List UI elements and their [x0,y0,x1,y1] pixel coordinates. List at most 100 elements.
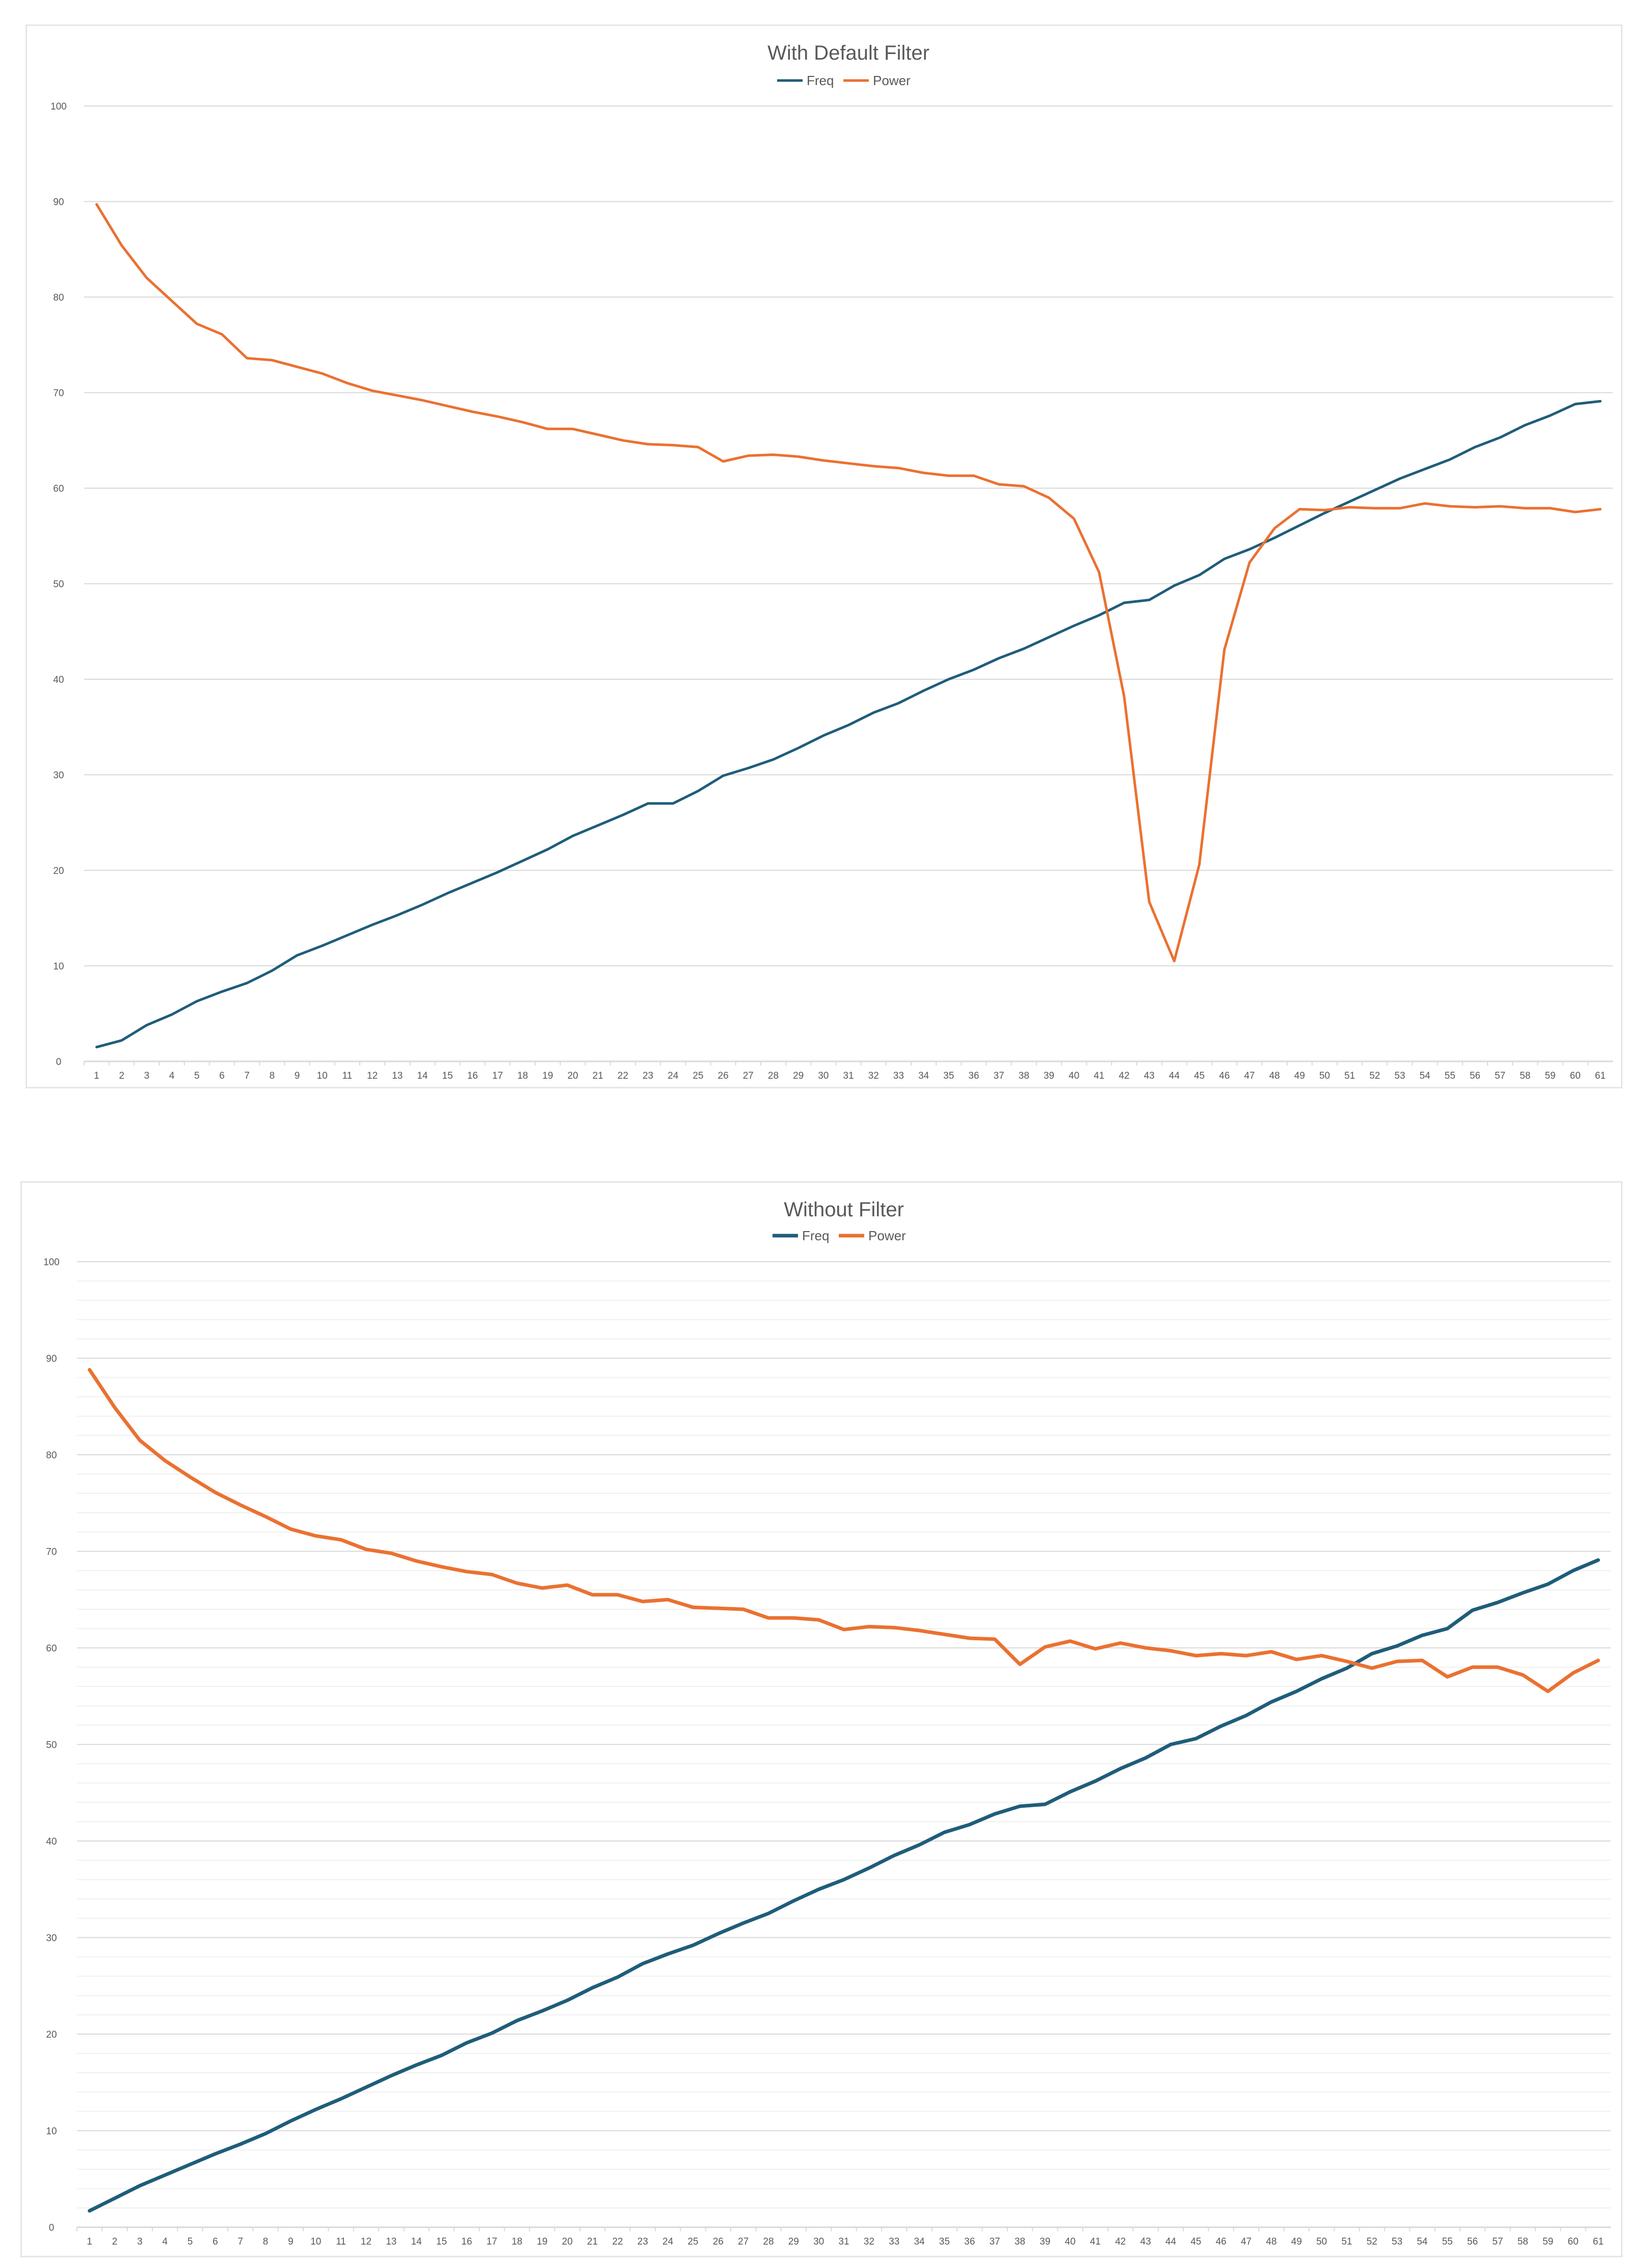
x-tick-label: 18 [512,2236,522,2247]
x-tick-label: 51 [1344,1071,1355,1081]
series-line-freq [95,399,1602,1049]
x-tick-label: 36 [968,1071,979,1081]
x-tick-label: 42 [1115,2236,1126,2247]
x-tick-label: 55 [1442,2236,1453,2247]
x-tick-label: 23 [643,1071,653,1081]
x-tick-label: 55 [1445,1071,1455,1081]
x-tick-label: 16 [467,1071,478,1081]
legend-label: Power [873,73,911,88]
x-tick-label: 31 [843,1071,854,1081]
x-tick-label: 34 [914,2236,925,2247]
x-tick-label: 19 [537,2236,547,2247]
x-tick-label: 11 [342,1071,353,1081]
y-axis: 0 10 20 30 40 50 60 70 80 90 100 [43,1257,1611,2233]
x-tick-label: 39 [1040,2236,1050,2247]
x-tick-label: 13 [386,2236,396,2247]
x-tick-label: 30 [813,2236,824,2247]
x-tick-label: 4 [169,1071,175,1081]
y-tick-label: 0 [49,2223,55,2233]
x-tick-label: 17 [492,1071,503,1081]
x-tick-label: 44 [1169,1071,1180,1081]
x-tick-label: 60 [1567,2236,1578,2247]
y-tick-label: 0 [56,1057,62,1068]
x-tick-label: 43 [1140,2236,1151,2247]
y-tick-label: 80 [53,292,64,303]
x-tick-label: 2 [119,1071,124,1081]
y-tick-label: 30 [46,1933,57,1944]
series-line-power [88,1368,1600,1693]
x-tick-label: 17 [487,2236,497,2247]
x-tick-label: 13 [392,1071,403,1081]
x-axis: 1 2 3 4 5 6 7 8 9 10 11 12 13 14 15 16 17 18 19 20 21 22 23 24 2… [84,1061,1606,1081]
y-tick-label: 80 [46,1450,57,1461]
x-tick-label: 33 [893,1071,904,1081]
minor-gridlines [77,1280,1611,2209]
x-tick-label: 12 [361,2236,371,2247]
x-tick-label: 50 [1319,1071,1330,1081]
x-tick-label: 22 [612,2236,623,2247]
y-tick-label: 90 [46,1354,57,1365]
x-tick-label: 43 [1144,1071,1155,1081]
x-tick-label: 4 [162,2236,168,2247]
x-tick-label: 31 [838,2236,849,2247]
x-tick-label: 52 [1369,1071,1380,1081]
x-tick-label: 23 [637,2236,648,2247]
x-tick-label: 46 [1219,1071,1230,1081]
x-tick-label: 53 [1392,2236,1402,2247]
x-tick-label: 38 [1015,2236,1025,2247]
x-tick-label: 12 [367,1071,378,1081]
y-tick-label: 60 [53,484,64,494]
x-tick-label: 52 [1367,2236,1377,2247]
x-tick-label: 1 [87,2236,92,2247]
x-tick-label: 59 [1543,2236,1553,2247]
x-tick-label: 37 [989,2236,1000,2247]
x-tick-label: 41 [1094,1071,1104,1081]
x-tick-label: 8 [270,1071,275,1081]
x-tick-label: 39 [1044,1071,1054,1081]
x-tick-label: 49 [1291,2236,1302,2247]
chart-panel-without-filter: 0 10 20 30 40 50 60 70 80 90 100 1 2 3 4 5 6 7 8 9 10 11 12 13 1… [20,1181,1623,2257]
x-tick-label: 41 [1090,2236,1101,2247]
x-tick-label: 48 [1269,1071,1280,1081]
x-axis: 1 2 3 4 5 6 7 8 9 10 11 12 13 14 15 16 17 18 19 20 21 22 23 24 2… [76,2227,1604,2247]
x-tick-label: 26 [718,1071,729,1081]
x-tick-label: 5 [188,2236,193,2247]
x-tick-label: 29 [788,2236,799,2247]
y-tick-label: 20 [46,2030,57,2040]
x-tick-label: 7 [237,2236,243,2247]
x-tick-label: 49 [1294,1071,1305,1081]
x-tick-label: 26 [713,2236,724,2247]
x-tick-label: 2 [112,2236,118,2247]
x-tick-label: 1 [94,1071,99,1081]
x-tick-label: 6 [212,2236,218,2247]
series-line-freq [88,1558,1600,2213]
x-tick-label: 3 [137,2236,143,2247]
x-tick-label: 21 [593,1071,603,1081]
x-tick-label: 24 [662,2236,674,2247]
x-tick-label: 3 [144,1071,150,1081]
x-tick-label: 56 [1467,2236,1478,2247]
x-tick-label: 28 [763,2236,774,2247]
chart-title: Without Filter [784,1198,904,1221]
x-tick-label: 32 [864,2236,874,2247]
y-tick-label: 50 [46,1740,57,1751]
x-tick-label: 45 [1190,2236,1201,2247]
series-line-power [95,203,1602,963]
x-tick-label: 61 [1595,1071,1606,1081]
y-tick-label: 10 [53,962,64,972]
y-tick-label: 40 [46,1836,57,1847]
x-tick-label: 30 [818,1071,829,1081]
x-tick-label: 44 [1165,2236,1177,2247]
y-tick-label: 50 [53,579,64,590]
x-tick-label: 9 [295,1071,300,1081]
x-tick-label: 14 [417,1071,428,1081]
x-tick-label: 20 [562,2236,573,2247]
x-tick-label: 47 [1244,1071,1255,1081]
legend: Freq Power [777,73,911,88]
x-tick-label: 10 [317,1071,328,1081]
x-tick-label: 61 [1593,2236,1604,2247]
x-tick-label: 51 [1341,2236,1352,2247]
x-tick-label: 38 [1019,1071,1029,1081]
legend-item-freq: Freq [773,1228,829,1243]
